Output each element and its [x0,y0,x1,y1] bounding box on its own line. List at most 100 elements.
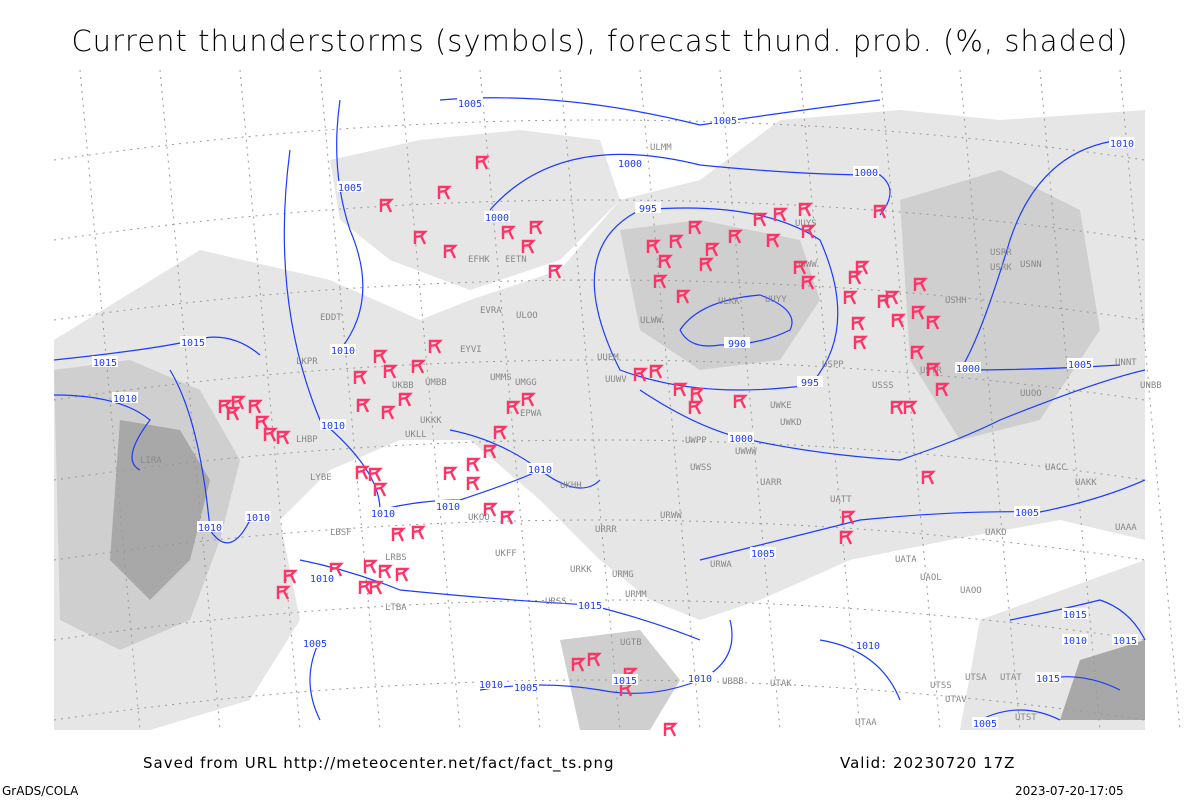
isobar-label: 990 [728,339,746,350]
thunderstorm-flag-icon [355,465,370,480]
thunderstorm-flag-icon [398,392,413,407]
storm-glyph [373,349,388,364]
station-label: LTBA [385,603,407,613]
grads-credit: GrADS/COLA [2,784,79,798]
storm-glyph [801,275,816,290]
storm-glyph [891,313,906,328]
storm-glyph [369,580,384,595]
thunderstorm-flag-icon [428,339,443,354]
station-label: UWSS [690,463,712,473]
storm-glyph [935,382,950,397]
isobar-label-bg [513,681,539,692]
thunderstorm-flag-icon [378,564,393,579]
isobar [639,369,1146,461]
isobar-label-bg [1035,672,1061,683]
station-label: UARR [760,478,782,488]
isobar-label: 1010 [1110,139,1134,150]
storm-glyph [506,400,521,415]
station-label: UAOL [920,573,942,583]
shaded-area [900,170,1100,440]
isobar-label: 1005 [751,549,775,560]
station-label: UKBB [392,381,414,391]
storm-glyph [411,525,426,540]
isobar [1009,599,1146,641]
storm-glyph [843,290,858,305]
thunderstorm-flag-icon [646,239,661,254]
thunderstorm-flag-icon [793,260,808,275]
storm-glyph [798,202,813,217]
parallel-line [53,439,1146,481]
station-label: UTAK [770,679,792,689]
storm-glyph [483,444,498,459]
thunderstorm-flag-icon [653,274,668,289]
isobar-label-bg [1062,608,1088,619]
storm-glyph [733,394,748,409]
station-label: URWW [660,511,682,521]
station-label: URMM [625,590,647,600]
storm-glyph [690,387,705,402]
station-label: UNBB [1140,381,1162,391]
station-label: UKFF [495,549,517,559]
isobar-label: 1005 [338,183,362,194]
thunderstorm-flag-icon [773,207,788,222]
storm-glyph [873,204,888,219]
render-timestamp: 2023-07-20-17:05 [1015,784,1124,798]
isobar [958,139,1121,371]
storm-glyph [728,229,743,244]
station-label: UATA [895,555,917,565]
station-label: UAAA [1115,523,1137,533]
isobar-label-bg [1109,137,1135,148]
station-label: LKPR [296,357,318,367]
station-label: USNN [1020,260,1042,270]
station-label: USPP [822,360,844,370]
station-label: UMGG [515,378,537,388]
isobar-label: 1010 [479,680,503,691]
station-label: LIRA [140,456,162,466]
thunderstorm-flag-icon [733,394,748,409]
station-label: UGTB [620,638,642,648]
isobar-label: 1010 [113,394,137,405]
station-label: UWKE [770,401,792,411]
station-label: LRBS [385,553,407,563]
isobar-label: 1000 [618,159,642,170]
thunderstorm-flag-icon [705,242,720,257]
isobar [53,394,151,471]
storm-glyph [926,362,941,377]
thunderstorm-flag-icon [283,569,298,584]
station-label: UBBB [722,677,744,687]
isobar-label-bg [1014,506,1040,517]
thunderstorm-flag-icon [356,398,371,413]
thunderstorm-flag-icon [853,335,868,350]
station-label: UTAT [1000,673,1022,683]
isobar-label: 1015 [93,358,117,369]
isobar-label-bg [612,674,638,685]
isobar-label: 1015 [613,676,637,687]
isobar-label-bg [855,639,881,650]
storm-glyph [283,569,298,584]
thunderstorm-flag-icon [381,405,396,420]
thunderstorm-flag-icon [443,466,458,481]
isobar-label: 1010 [371,509,395,520]
thunderstorm-flag-icon [391,527,406,542]
thunderstorm-flag-icon [926,362,941,377]
thunderstorm-flag-icon [935,382,950,397]
isobar-label-bg [197,521,223,532]
isobar-label-bg [853,166,879,177]
thunderstorm-flag-icon [633,367,648,382]
thunderstorm-flag-icon [248,399,263,414]
station-label: UTSA [965,673,987,683]
thunderstorm-flag-icon [353,370,368,385]
isobar-label: 1005 [713,116,737,127]
storm-glyph [911,305,926,320]
isobar-label: 1010 [528,465,552,476]
thunderstorm-flag-icon [373,482,388,497]
isobar [699,479,1146,561]
storm-glyph [381,405,396,420]
station-label: USHH [945,296,967,306]
thunderstorm-flag-icon [411,525,426,540]
station-label: UTST [1015,713,1037,723]
thunderstorm-flag-icon [873,204,888,219]
isobar-label-bg [955,362,981,373]
isobar-label: 1005 [1015,508,1039,519]
storm-glyph [885,290,900,305]
